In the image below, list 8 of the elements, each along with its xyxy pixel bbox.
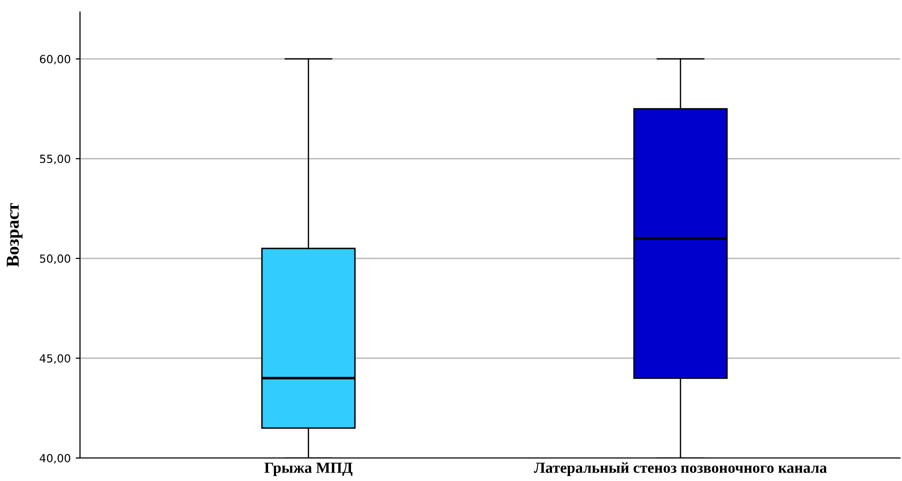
y-tick-label: 45,00: [40, 354, 70, 364]
x-tick-label: Латеральный стеноз позвоночного канала: [534, 462, 827, 476]
y-axis-title: Возраст: [6, 203, 22, 267]
x-tick-label: Грыжа МПД: [264, 462, 353, 476]
y-tick-label: 55,00: [40, 154, 70, 164]
y-tick-label: 50,00: [40, 254, 70, 264]
y-tick-label: 60,00: [40, 54, 70, 64]
y-tick-label: 40,00: [40, 454, 70, 464]
